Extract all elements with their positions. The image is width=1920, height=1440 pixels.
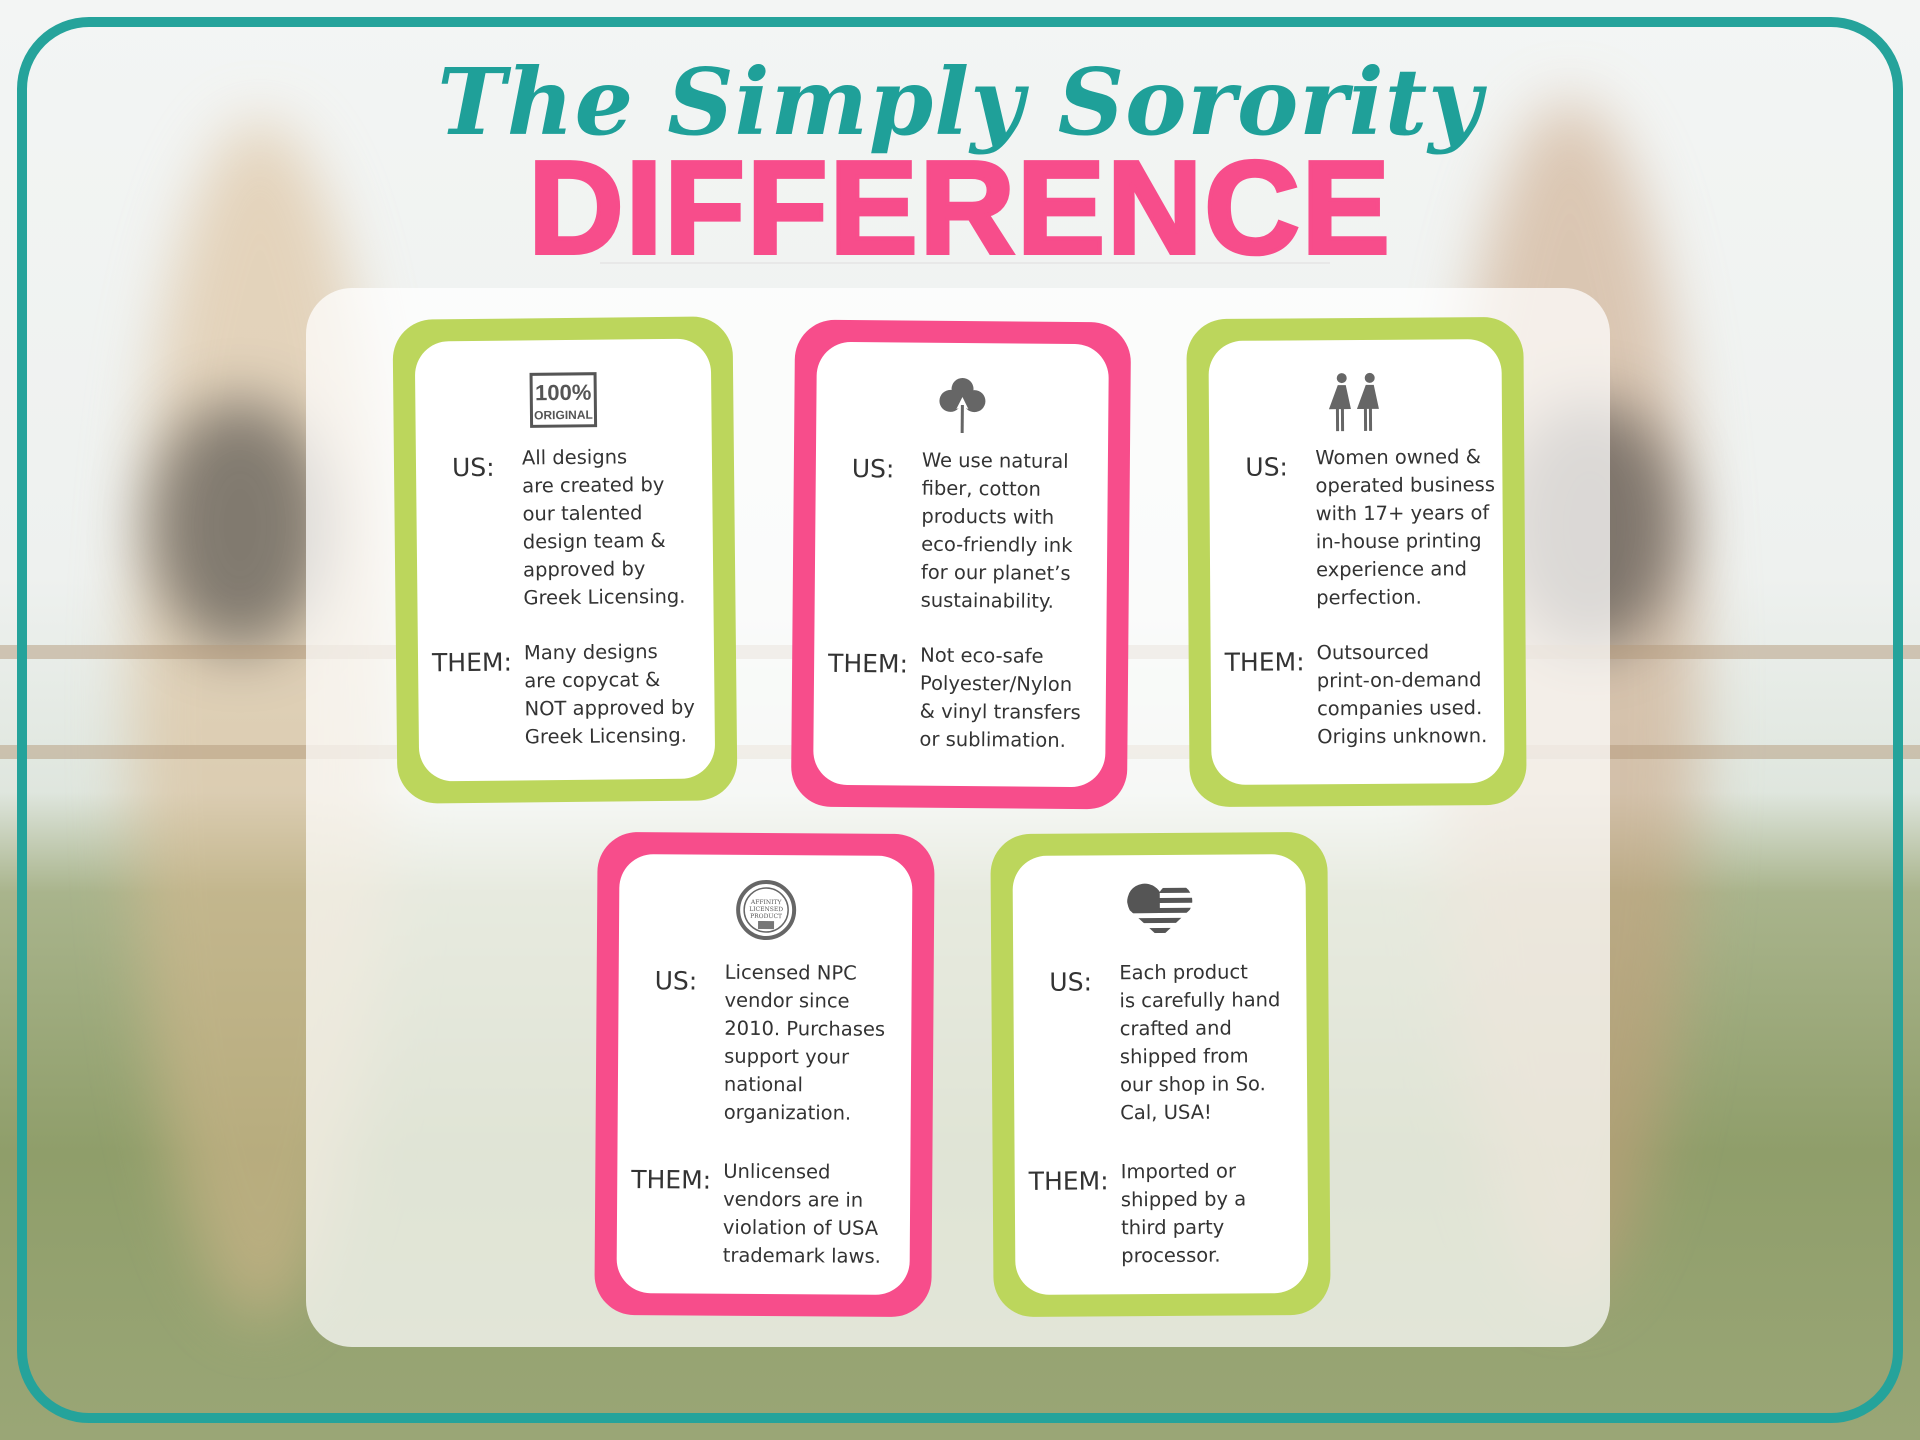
us-label: US: — [654, 966, 698, 996]
us-text: We use natural fiber, cotton products wi… — [920, 448, 1073, 613]
title-divider — [600, 262, 1330, 264]
cotton-plant-icon — [939, 378, 986, 434]
two-women-icon — [1328, 372, 1379, 432]
them-label: THEM: — [828, 648, 909, 679]
title-script: The Simply Sorority — [437, 48, 1483, 156]
card-licensed: AFFINITY LICENSED PRODUCT US: Licensed N… — [594, 831, 935, 1318]
card-handcrafted-usa: US: Each product is carefully hand craft… — [990, 831, 1331, 1318]
us-label: US: — [851, 454, 895, 484]
card-original-designs: 100% ORIGINAL US: All designs are create… — [392, 316, 738, 804]
svg-text:AFFINITY: AFFINITY — [749, 899, 782, 906]
them-text: Outsourced print-on-demand companies use… — [1316, 640, 1488, 749]
us-label: US: — [1245, 452, 1289, 482]
american-flag-heart-icon — [1126, 883, 1193, 939]
them-text: Imported or shipped by a third party pro… — [1120, 1159, 1247, 1268]
svg-text:LICENSED: LICENSED — [749, 906, 783, 913]
them-text: Not eco-safe Polyester/Nylon & vinyl tra… — [919, 643, 1081, 752]
us-text: Licensed NPC vendor since 2010. Purchase… — [723, 960, 886, 1125]
card-eco-friendly: US: We use natural fiber, cotton product… — [790, 319, 1132, 810]
us-text: Each product is carefully hand crafted a… — [1119, 960, 1281, 1125]
card-women-owned: US: Women owned & operated business with… — [1186, 316, 1527, 808]
svg-text:PRODUCT: PRODUCT — [750, 913, 782, 920]
them-label: THEM: — [431, 647, 513, 678]
us-label: US: — [1049, 967, 1093, 997]
them-text: Many designs are copycat & NOT approved … — [523, 640, 695, 749]
us-text: Women owned & operated business with 17+… — [1315, 445, 1496, 610]
stamp-text-top: 100% — [535, 380, 592, 406]
them-label: THEM: — [1028, 1166, 1109, 1196]
title-main: DIFFERENCE — [526, 132, 1392, 283]
100-percent-original-stamp-icon: 100% ORIGINAL — [529, 372, 598, 428]
them-text: Unlicensed vendors are in violation of U… — [722, 1159, 881, 1268]
stamp-text-bottom: ORIGINAL — [534, 408, 593, 423]
us-label: US: — [451, 452, 495, 483]
them-label: THEM: — [631, 1165, 712, 1195]
them-label: THEM: — [1224, 647, 1305, 677]
us-text: All designs are created by our talented … — [521, 445, 686, 610]
teal-frame — [17, 17, 1903, 1423]
affinity-licensed-product-seal-icon: AFFINITY LICENSED PRODUCT — [735, 880, 796, 941]
